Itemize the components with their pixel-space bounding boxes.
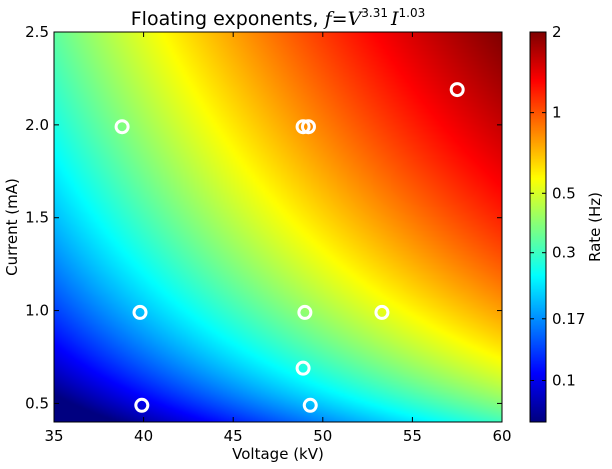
data-point [134,397,150,413]
x-tick-label: 35 [44,427,63,445]
heatmap-image [54,32,502,422]
data-point [374,304,390,320]
chart-title: Floating exponents, f=V3.31 I1.03 [131,6,426,30]
colorbar-tick-label: 0.17 [552,310,585,328]
colorbar-frame [529,31,547,423]
y-axis-ticks: 0.5 1.0 1.5 2.0 2.5 [25,23,502,412]
y-tick-label: 0.5 [25,394,49,412]
colorbar-tick-label: 2 [552,23,562,41]
colorbar-tick-label: 0.1 [552,372,576,390]
x-tick-label: 55 [403,427,422,445]
data-point [132,304,148,320]
formula-i-var: I [390,8,399,30]
data-point [114,119,130,135]
data-point [295,119,311,135]
colorbar-label: Rate (Hz) [586,192,604,262]
data-point [297,304,313,320]
formula-v-var: V [348,8,364,30]
colorbar-tick-label: 0.5 [552,184,576,202]
x-tick-label: 45 [224,427,243,445]
data-points [114,82,465,413]
colorbar-ticks: 0.1 0.17 0.3 0.5 1 2 [530,23,585,390]
x-tick-label: 40 [134,427,153,445]
y-tick-label: 2.0 [25,116,49,134]
data-point [302,397,318,413]
x-axis-ticks: 35 40 45 50 55 60 [44,32,512,445]
formula-eq: = [332,8,348,30]
y-tick-label: 1.0 [25,302,49,320]
y-tick-label: 2.5 [25,23,49,41]
x-axis-label: Voltage (kV) [232,445,324,463]
x-tick-label: 50 [313,427,332,445]
data-point [449,82,465,98]
plot-frame [53,31,503,423]
colorbar-tick-label: 1 [552,104,562,122]
colorbar-image [530,32,546,422]
y-axis-label: Current (mA) [3,178,21,276]
y-tick-label: 1.5 [25,209,49,227]
colorbar-tick-label: 0.3 [552,244,576,262]
formula-i-exp: 1.03 [399,6,426,20]
data-point [295,360,311,376]
x-tick-label: 60 [492,427,511,445]
data-point [300,119,316,135]
formula-v-exp: 3.31 [361,6,388,20]
chart-title-text: Floating exponents, [131,8,325,30]
formula-lhs: f [323,8,335,30]
